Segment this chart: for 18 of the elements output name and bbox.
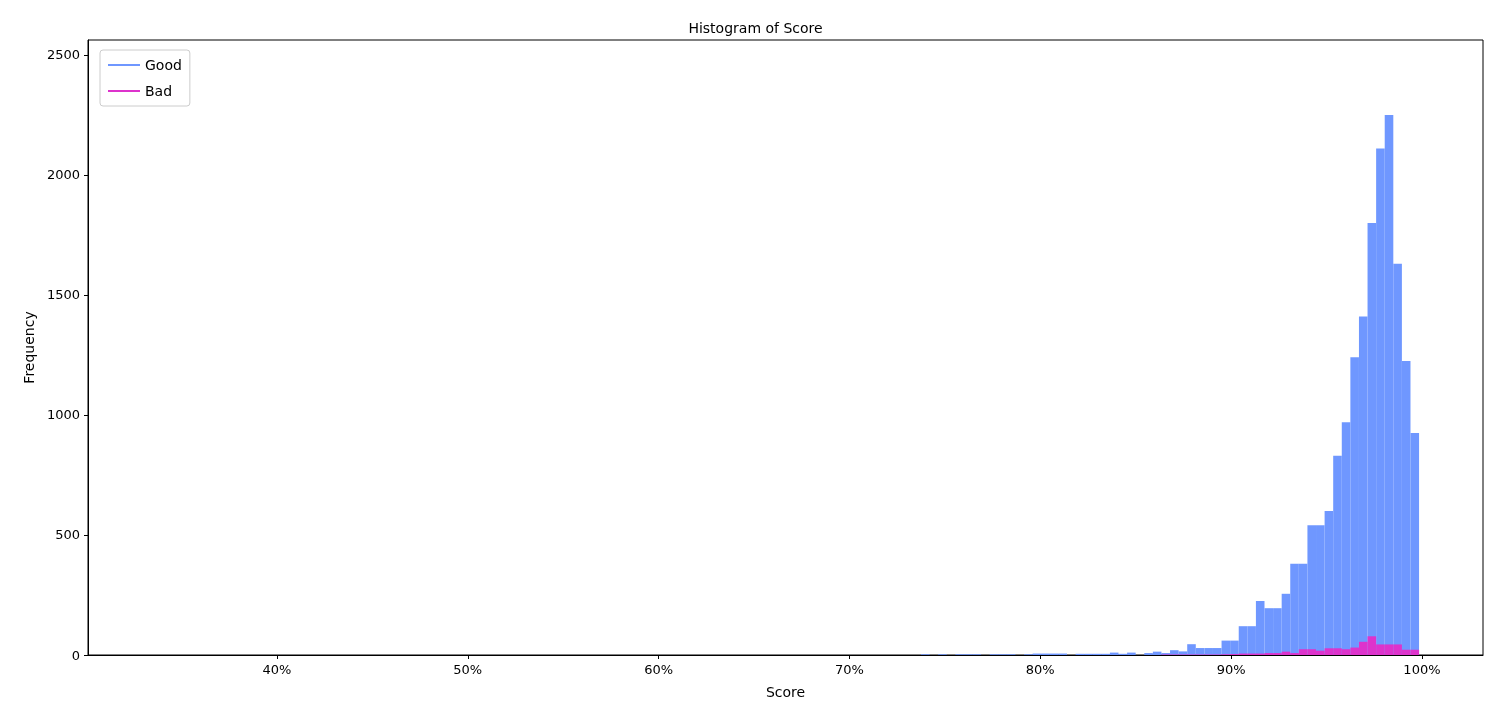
x-tick-label: 90% <box>1216 662 1246 677</box>
y-tick-label: 0 <box>71 647 80 663</box>
x-tick-label: 100% <box>1403 662 1441 677</box>
legend-label: Bad <box>145 83 173 99</box>
x-tick-label: 40% <box>262 662 292 677</box>
chart-title: Histogram of Score <box>688 20 823 36</box>
y-tick-label: 1000 <box>46 407 80 423</box>
y-tick-label: 2000 <box>46 167 80 183</box>
legend-label: Good <box>145 57 182 73</box>
x-tick-label: 60% <box>644 662 674 677</box>
x-tick-label: 70% <box>834 662 864 677</box>
x-tick-label: 80% <box>1025 662 1055 677</box>
y-tick-label: 500 <box>55 527 80 543</box>
x-axis-title: Score <box>765 684 806 700</box>
y-tick-label: 1500 <box>46 287 80 303</box>
y-axis-title: Frequency <box>21 311 37 384</box>
x-tick-label: 50% <box>453 662 483 677</box>
y-tick-label: 2500 <box>46 47 80 63</box>
